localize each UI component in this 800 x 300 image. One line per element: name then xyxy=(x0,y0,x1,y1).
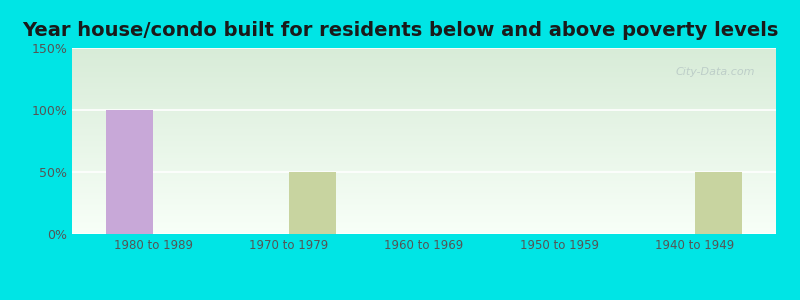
Text: City-Data.com: City-Data.com xyxy=(675,67,755,76)
Bar xyxy=(289,172,336,234)
Bar xyxy=(106,110,154,234)
Bar xyxy=(694,172,742,234)
Text: Year house/condo built for residents below and above poverty levels: Year house/condo built for residents bel… xyxy=(22,21,778,40)
